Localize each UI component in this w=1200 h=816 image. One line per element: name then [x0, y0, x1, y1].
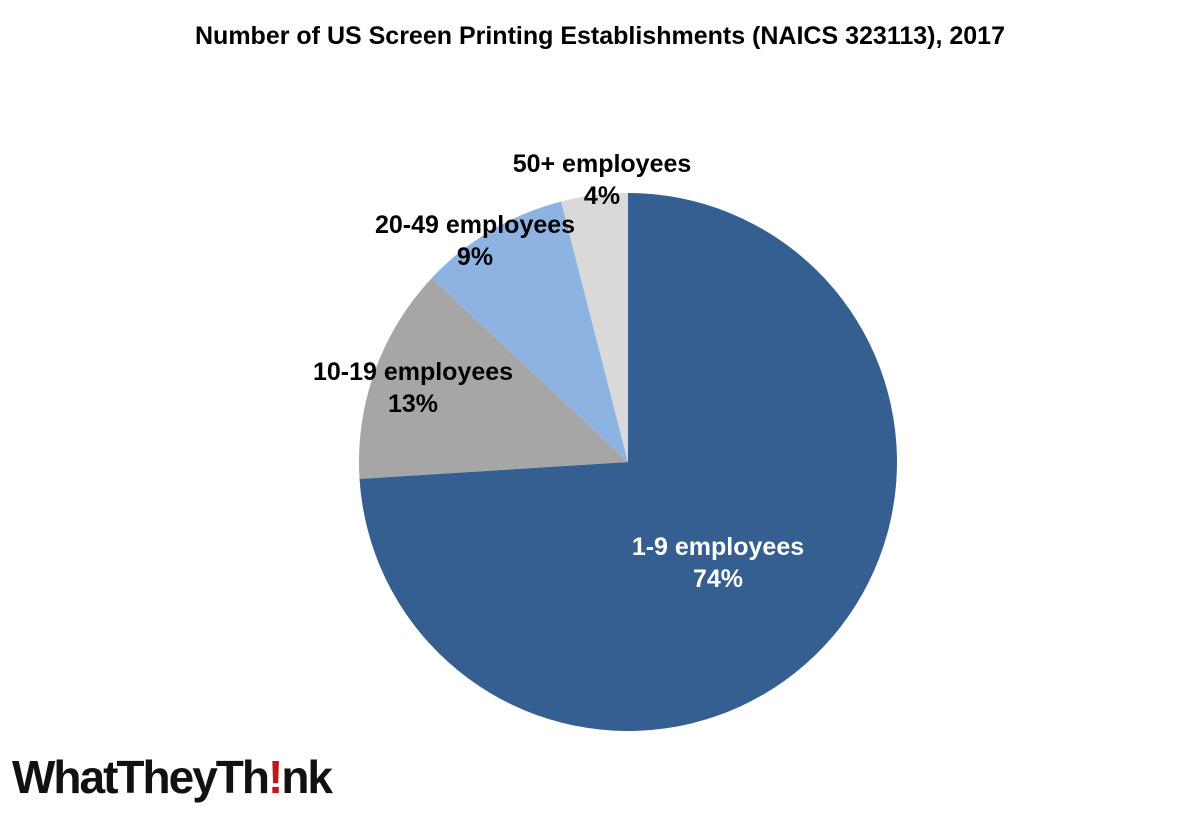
slice-value-1-9-employees: 74%: [693, 565, 743, 593]
slice-label-50-employees: 50+ employees: [513, 150, 692, 178]
pie-slice-20-49-employees: [431, 201, 628, 463]
pie-slice-50-employees: [561, 193, 628, 462]
slice-label-10-19-employees: 10-19 employees: [313, 358, 513, 386]
chart-title: Number of US Screen Printing Establishme…: [195, 22, 1005, 50]
pie-slice-1-9-employees: [359, 193, 898, 731]
slice-label-20-49-employees: 20-49 employees: [375, 211, 575, 239]
logo-text-prefix: WhatTheyTh: [12, 751, 270, 803]
slice-value-50-employees: 4%: [584, 182, 620, 210]
slice-label-1-9-employees: 1-9 employees: [632, 533, 804, 561]
slice-value-10-19-employees: 13%: [388, 390, 438, 418]
logo-text-suffix: nk: [281, 751, 333, 803]
pie-slice-10-19-employees: [359, 277, 628, 479]
slice-value-20-49-employees: 9%: [457, 243, 493, 271]
whattheythink-logo: WhatTheyTh!nk: [12, 751, 333, 803]
logo-exclamation: !: [267, 751, 283, 803]
